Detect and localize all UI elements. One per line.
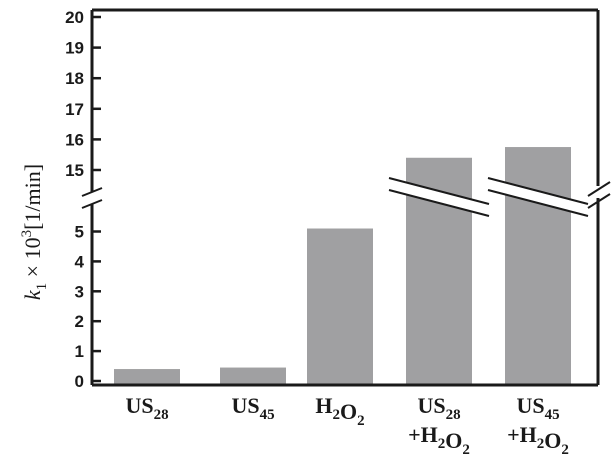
category-4-line2-b: O xyxy=(544,428,561,453)
right-break-mark-2 xyxy=(587,193,611,209)
y-tick-label-17: 17 xyxy=(65,100,84,119)
bar-1 xyxy=(220,367,286,385)
category-3-line2-b-sub: 2 xyxy=(462,442,470,455)
y-tick-label-20: 20 xyxy=(65,8,84,27)
y-tick-label-2: 2 xyxy=(75,312,84,331)
bar-0 xyxy=(114,369,180,385)
bar-break-edge-top xyxy=(487,177,589,205)
category-3-line1-a-sub: 28 xyxy=(446,407,461,423)
category-label-1: US45 xyxy=(231,393,274,423)
category-3-line2-a-sub: 2 xyxy=(438,436,446,452)
category-0-line1-a-sub: 28 xyxy=(154,407,169,423)
category-2-line1-a-sub: 2 xyxy=(333,407,341,423)
y-tick-label-19: 19 xyxy=(65,39,84,58)
bar-break-edge-bottom xyxy=(487,189,589,217)
category-3-line2-a: +H xyxy=(408,422,438,447)
category-2-line1-a: H xyxy=(315,393,332,418)
y-tick-label-4: 4 xyxy=(75,252,85,271)
category-4-line1-a: US xyxy=(516,393,544,418)
category-1-line1-a-sub: 45 xyxy=(260,407,275,423)
y-label-unit: [1/min] xyxy=(20,164,45,230)
category-3-line1-a: US xyxy=(417,393,445,418)
y-tick-label-15: 15 xyxy=(65,161,84,180)
category-0-line1-a: US xyxy=(125,393,153,418)
y-label-exp: 3 xyxy=(19,230,35,238)
y-tick-label-18: 18 xyxy=(65,69,84,88)
y-tick-label-0: 0 xyxy=(75,372,84,391)
y-label-k-sub: 1 xyxy=(34,283,50,291)
bar-break-band xyxy=(389,178,489,216)
category-4-line1-a-sub: 45 xyxy=(545,407,560,423)
bar-break-4 xyxy=(487,177,589,217)
bar-4 xyxy=(505,147,571,385)
y-axis-label: k1 × 103[1/min] xyxy=(19,164,50,300)
bar-break-3 xyxy=(388,177,490,217)
axes xyxy=(81,8,611,387)
category-3-line2-b: O xyxy=(445,428,462,453)
category-4-line2-b-sub: 2 xyxy=(561,442,569,455)
y-tick-label-5: 5 xyxy=(75,223,84,242)
bar-break-band xyxy=(488,178,588,216)
bars xyxy=(114,147,589,385)
right-break-mark-1 xyxy=(587,181,611,197)
y-tick-label-3: 3 xyxy=(75,282,84,301)
category-label-2: H2O2 xyxy=(315,393,364,429)
category-label-4: US45 xyxy=(516,393,559,423)
left-break-mark-2 xyxy=(81,199,103,209)
category-4-line2-a-sub: 2 xyxy=(537,436,545,452)
category-4-line2-a: +H xyxy=(507,422,537,447)
y-tick-label-1: 1 xyxy=(75,342,84,361)
bar-break-edge-bottom xyxy=(388,189,490,217)
category-2-line1-b: O xyxy=(340,399,357,424)
bar-break-edge-top xyxy=(388,177,490,205)
y-ticks: 0 1 2 3 4 5 15 16 17 18 19 20 xyxy=(65,8,101,391)
bar-2 xyxy=(307,228,373,385)
category-label-3: US28 xyxy=(417,393,460,423)
category-label-3-line2: +H2O2 xyxy=(408,422,470,455)
category-label-4-line2: +H2O2 xyxy=(507,422,569,455)
category-2-line1-b-sub: 2 xyxy=(357,413,365,429)
y-label-k: k xyxy=(20,289,45,300)
y-label-times: × 10 xyxy=(20,237,45,282)
category-1-line1-a: US xyxy=(231,393,259,418)
left-break-mark-1 xyxy=(81,187,103,197)
y-tick-label-16: 16 xyxy=(65,130,84,149)
category-label-0: US28 xyxy=(125,393,168,423)
